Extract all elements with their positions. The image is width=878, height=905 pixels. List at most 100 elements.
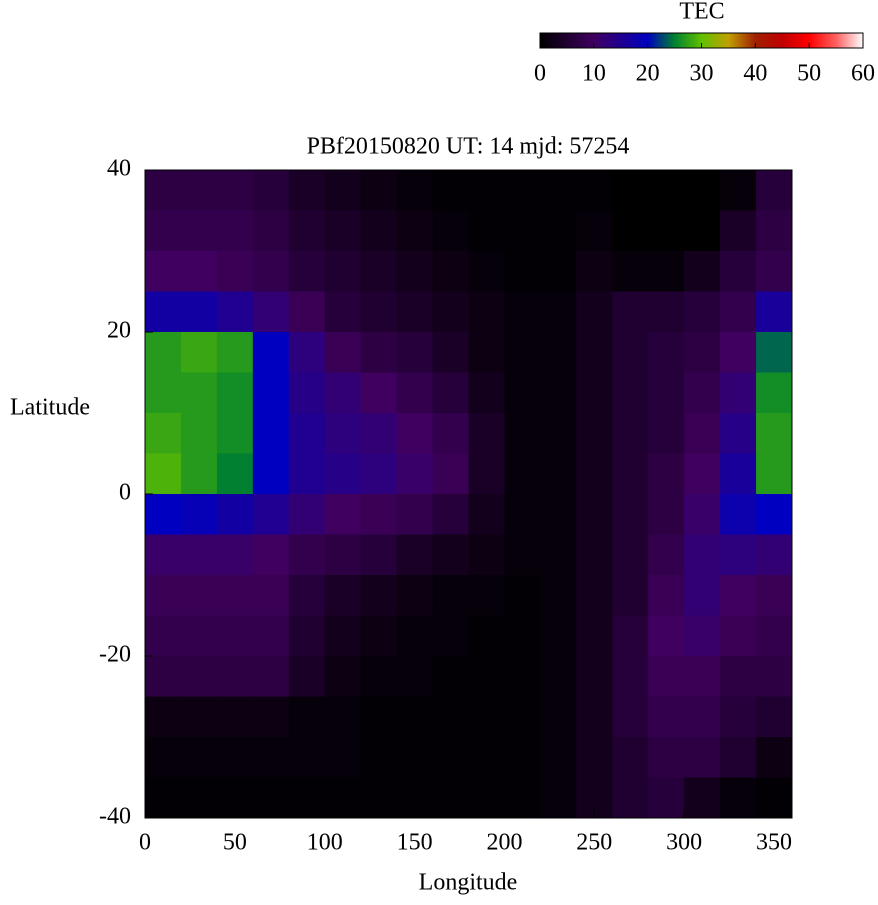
heatmap-cell (504, 494, 541, 535)
heatmap-cell (468, 453, 505, 495)
heatmap-cell (360, 413, 398, 454)
heatmap-cell (396, 615, 434, 657)
heatmap-cell (720, 615, 757, 657)
heatmap-cell (252, 494, 290, 535)
heatmap-cell (540, 210, 577, 252)
heatmap-cell (396, 656, 434, 697)
heatmap-cell (504, 534, 541, 576)
heatmap-cell (396, 372, 434, 414)
heatmap-cell (324, 210, 362, 252)
y-tick-label: 0 (119, 480, 131, 506)
heatmap-cell (612, 291, 649, 333)
heatmap-cell (145, 332, 182, 373)
heatmap-cell (468, 615, 505, 657)
heatmap-cell (612, 251, 649, 292)
heatmap-cell (648, 251, 685, 292)
heatmap-cell (648, 696, 685, 738)
heatmap-cell (360, 332, 398, 373)
heatmap-cell (288, 494, 326, 535)
heatmap-cell (252, 372, 290, 414)
heatmap-cell (252, 291, 290, 333)
heatmap-cell (432, 291, 469, 333)
heatmap-cell (576, 332, 613, 373)
heatmap-cell (720, 494, 757, 535)
heatmap-cell (504, 251, 541, 292)
colorbar-tick-label: 60 (851, 61, 875, 87)
heatmap-cell (720, 413, 757, 454)
heatmap-cell (145, 251, 182, 292)
heatmap-cell (684, 656, 721, 697)
heatmap-cell (612, 332, 649, 373)
heatmap-cell (756, 656, 793, 697)
colorbar-label: TEC (679, 0, 724, 25)
heatmap-cell (612, 575, 649, 616)
heatmap-cell (324, 737, 362, 778)
heatmap-cell (576, 453, 613, 495)
heatmap-cell (216, 494, 254, 535)
heatmap-cell (180, 615, 218, 657)
heatmap-cell (145, 291, 182, 333)
x-tick-label: 350 (756, 830, 792, 856)
heatmap-cell (504, 372, 541, 414)
heatmap-cell (612, 453, 649, 495)
heatmap-cell (468, 737, 505, 778)
heatmap-cell (145, 494, 182, 535)
x-tick-label: 0 (139, 830, 151, 856)
heatmap-cell (576, 291, 613, 333)
x-tick-label: 150 (397, 830, 433, 856)
heatmap-cell (252, 777, 290, 819)
heatmap-cell (468, 332, 505, 373)
heatmap-cell (756, 210, 793, 252)
heatmap-cell (612, 372, 649, 414)
heatmap-cell (216, 372, 254, 414)
heatmap-cell (432, 372, 469, 414)
heatmap-cell (180, 737, 218, 778)
heatmap-cell (504, 696, 541, 738)
heatmap-cell (288, 534, 326, 576)
heatmap-cell (756, 453, 793, 495)
heatmap-cell (648, 453, 685, 495)
heatmap-cell (540, 170, 577, 211)
heatmap-cell (540, 615, 577, 657)
heatmap-cell (252, 251, 290, 292)
heatmap-cell (324, 656, 362, 697)
x-tick-label: 100 (307, 830, 343, 856)
heatmap-cell (648, 170, 685, 211)
heatmap-cell (468, 413, 505, 454)
colorbar-tick-label: 0 (534, 61, 546, 87)
heatmap-cell (540, 656, 577, 697)
heatmap-cell (360, 534, 398, 576)
heatmap-cell (180, 372, 218, 414)
heatmap-cell (648, 494, 685, 535)
heatmap-cell (432, 413, 469, 454)
heatmap-cell (180, 291, 218, 333)
heatmap-cell (145, 170, 182, 211)
heatmap-cell (468, 494, 505, 535)
heatmap-cell (288, 453, 326, 495)
heatmap-cell (145, 615, 182, 657)
heatmap-cell (396, 251, 434, 292)
heatmap-cell (756, 413, 793, 454)
heatmap-cell (180, 332, 218, 373)
heatmap-cell (180, 696, 218, 738)
heatmap-cell (432, 777, 469, 819)
heatmap-cell (288, 372, 326, 414)
heatmap-cell (432, 696, 469, 738)
heatmap-cell (720, 291, 757, 333)
heatmap-cell (360, 656, 398, 697)
heatmap-cell (684, 170, 721, 211)
heatmap-cell (576, 210, 613, 252)
heatmap-cell (648, 777, 685, 819)
heatmap-cell (180, 170, 218, 211)
heatmap-cell (720, 170, 757, 211)
heatmap-cell (468, 656, 505, 697)
heatmap-cell (756, 291, 793, 333)
heatmap-cell (684, 494, 721, 535)
heatmap-cell (684, 453, 721, 495)
heatmap-cell (576, 372, 613, 414)
heatmap-cell (468, 534, 505, 576)
heatmap-cell (324, 575, 362, 616)
heatmap-cell (684, 413, 721, 454)
heatmap-cell (216, 656, 254, 697)
heatmap-cell (252, 737, 290, 778)
